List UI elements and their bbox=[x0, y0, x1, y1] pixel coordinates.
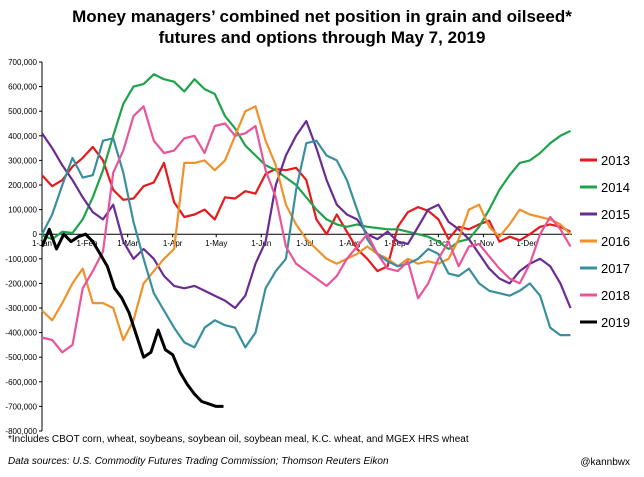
legend-label-2013: 2013 bbox=[601, 153, 630, 168]
series-line-2018 bbox=[41, 105, 572, 354]
series-line-2016 bbox=[41, 105, 572, 342]
footnote: *Includes CBOT corn, wheat, soybeans, so… bbox=[8, 434, 469, 445]
x-tick-label: 1-Jul bbox=[296, 239, 314, 248]
x-tick-label: 1-Apr bbox=[163, 239, 183, 248]
x-tick-label: 1-Feb bbox=[77, 239, 98, 248]
series-line-2014 bbox=[41, 73, 571, 251]
series-line-2015 bbox=[41, 119, 572, 310]
data-sources: Data sources: U.S. Commodity Futures Tra… bbox=[8, 456, 389, 467]
y-tick-label: 500,000 bbox=[8, 107, 37, 116]
y-tick-label: -600,000 bbox=[5, 378, 37, 387]
x-tick-label: 1-Mar bbox=[117, 239, 138, 248]
x-tick-label: 1-Oct bbox=[429, 239, 449, 248]
x-tick-label: 1-Nov bbox=[473, 239, 494, 248]
legend-label-2017: 2017 bbox=[601, 261, 630, 276]
x-tick-label: 1-Jun bbox=[251, 239, 271, 248]
y-tick-label: 400,000 bbox=[8, 132, 37, 141]
y-tick-label: -200,000 bbox=[5, 279, 37, 288]
y-tick-label: 700,000 bbox=[8, 58, 37, 67]
legend: 2013 2014 2015 2016 2017 2018 2019 bbox=[580, 153, 630, 330]
x-tick-label: 1-May bbox=[205, 239, 227, 248]
chart-title-line-1: Money managers’ combined net position in… bbox=[72, 7, 572, 26]
y-tick-label: -400,000 bbox=[5, 329, 37, 338]
legend-label-2016: 2016 bbox=[601, 234, 630, 249]
y-tick-label: -700,000 bbox=[5, 402, 37, 411]
y-tick-label: -500,000 bbox=[5, 353, 37, 362]
y-tick-label: 100,000 bbox=[8, 206, 37, 215]
y-tick-label: 300,000 bbox=[8, 156, 37, 165]
y-tick-label: 600,000 bbox=[8, 83, 37, 92]
x-tick-label: 1-Sep bbox=[384, 239, 406, 248]
author-handle: @kannbwx bbox=[580, 457, 630, 468]
y-tick-label: -800,000 bbox=[5, 427, 37, 436]
legend-label-2019: 2019 bbox=[601, 315, 630, 330]
y-axis: 700,000 600,000 500,000 400,000 300,000 200,0… bbox=[5, 58, 43, 436]
legend-label-2018: 2018 bbox=[601, 288, 630, 303]
chart-title: Money managers’ combined net position in… bbox=[0, 6, 644, 48]
y-tick-label: -300,000 bbox=[5, 304, 37, 313]
x-axis: 1-Jan 1-Feb 1-Mar 1-Apr 1-May 1-Jun 1-Jul 1-Aug… bbox=[32, 233, 572, 248]
y-tick-label: -100,000 bbox=[5, 255, 37, 264]
series-line-2017 bbox=[41, 137, 571, 349]
x-tick-label: 1-Dec bbox=[516, 239, 537, 248]
y-tick-label: 200,000 bbox=[8, 181, 37, 190]
y-tick-label: 0 bbox=[33, 230, 38, 239]
chart-title-line-2: futures and options through May 7, 2019 bbox=[158, 28, 486, 47]
legend-label-2015: 2015 bbox=[601, 207, 630, 222]
series-line-2019 bbox=[40, 227, 224, 408]
legend-label-2014: 2014 bbox=[601, 180, 630, 195]
series-lines bbox=[40, 73, 572, 408]
x-tick-label: 1-Aug bbox=[339, 239, 360, 248]
